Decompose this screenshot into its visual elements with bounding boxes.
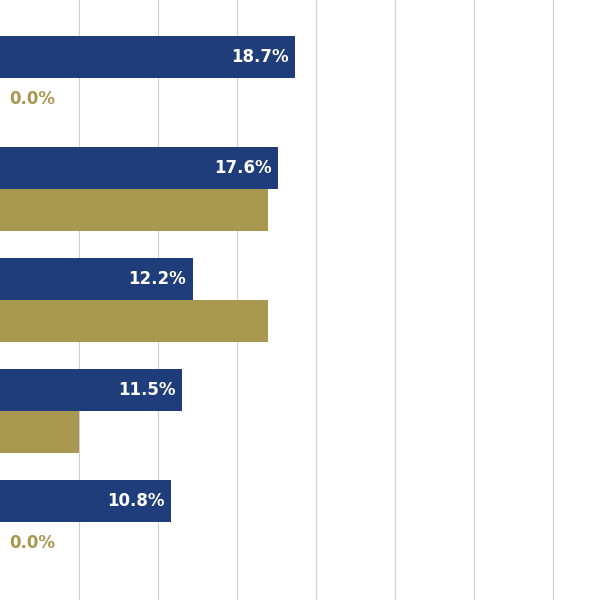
Bar — [0, 300, 268, 342]
Text: 18.7%: 18.7% — [232, 47, 289, 65]
Text: 17.0%: 17.0% — [205, 312, 262, 330]
Text: 11.5%: 11.5% — [118, 381, 175, 399]
Bar — [0, 146, 278, 189]
Text: 0.0%: 0.0% — [10, 535, 55, 553]
Text: 10.8%: 10.8% — [107, 492, 164, 510]
Text: 12.2%: 12.2% — [128, 270, 187, 288]
Text: 5.0%: 5.0% — [26, 423, 73, 441]
Bar — [0, 480, 170, 522]
Bar — [0, 258, 193, 300]
Bar — [0, 189, 268, 231]
Text: 17.6%: 17.6% — [214, 159, 272, 177]
Bar — [0, 369, 182, 411]
Text: 17.0%: 17.0% — [205, 201, 262, 219]
Bar — [0, 411, 79, 454]
Bar — [0, 35, 295, 78]
Text: 0.0%: 0.0% — [10, 90, 55, 108]
